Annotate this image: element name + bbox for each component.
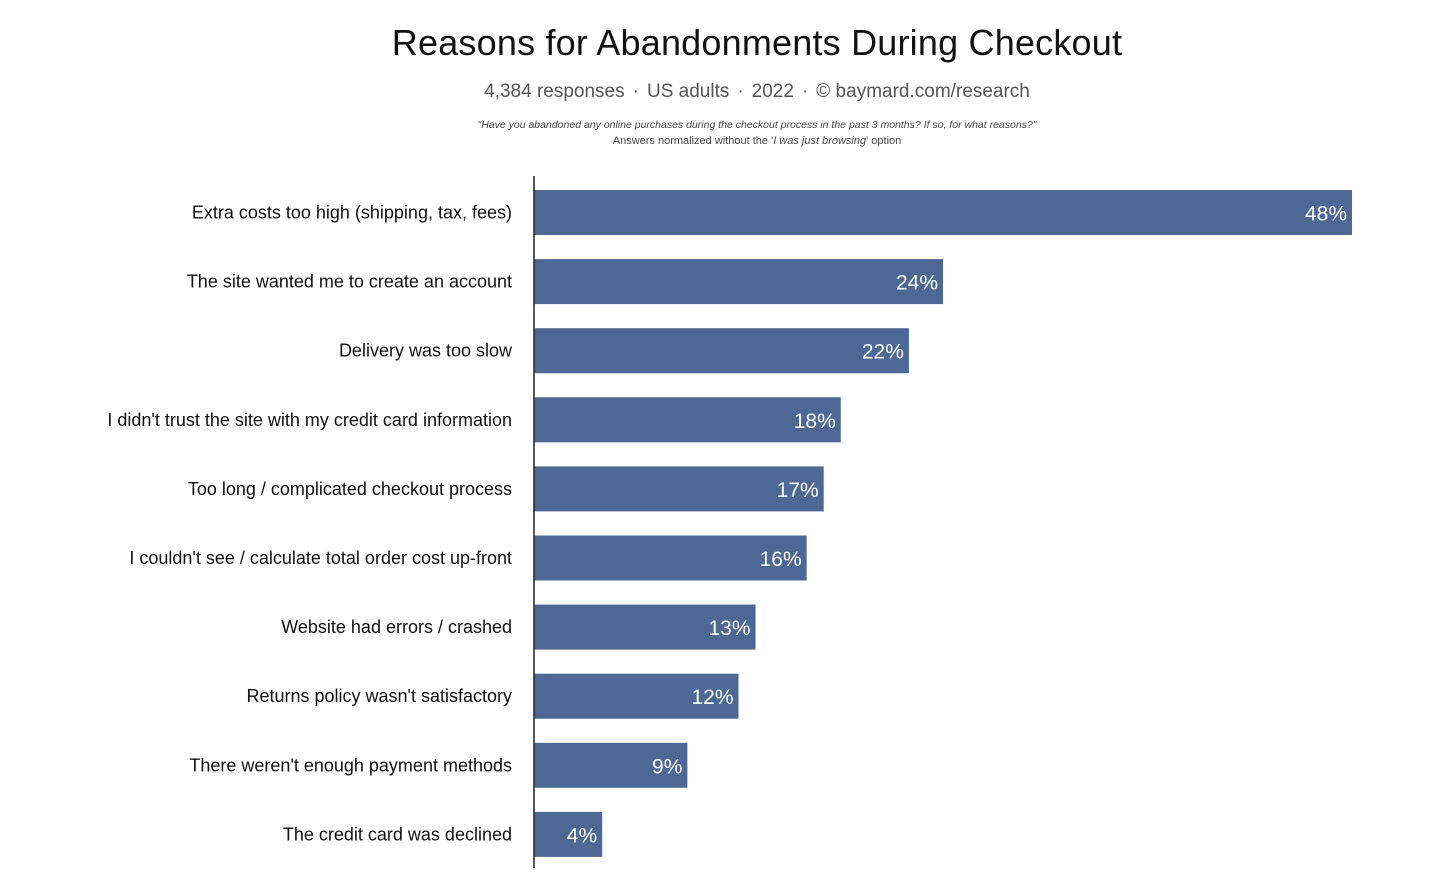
bar <box>534 190 1352 235</box>
note-emphasis: I was just browsing <box>773 135 867 147</box>
category-label: Delivery was too slow <box>339 341 513 361</box>
note-prefix: Answers normalized without the ' <box>612 135 774 147</box>
category-label: There weren't enough payment methods <box>189 755 512 775</box>
bar <box>534 673 739 719</box>
bar <box>534 535 807 581</box>
bar <box>534 604 756 650</box>
value-label: 9% <box>652 755 682 778</box>
value-label: 18% <box>794 410 836 433</box>
bar <box>534 742 688 788</box>
source-credit: © baymard.com/research <box>816 81 1030 102</box>
bar <box>534 328 909 374</box>
value-label: 24% <box>896 272 938 295</box>
value-label: 17% <box>777 479 819 502</box>
category-label: The site wanted me to create an account <box>187 272 512 292</box>
bar <box>534 259 943 305</box>
population: US adults <box>646 81 730 102</box>
response-count: 4,384 responses <box>484 81 625 102</box>
value-label: 4% <box>567 824 597 847</box>
category-label: Too long / complicated checkout process <box>188 479 512 499</box>
value-label: 12% <box>691 686 733 709</box>
category-label: I couldn't see / calculate total order c… <box>129 548 512 568</box>
value-label: 16% <box>760 548 802 571</box>
chart-title: Reasons for Abandonments During Checkout <box>391 22 1123 63</box>
subtitle-separator: · <box>737 81 744 102</box>
survey-question: "Have you abandoned any online purchases… <box>477 119 1037 131</box>
bar <box>534 397 841 443</box>
category-label: Returns policy wasn't satisfactory <box>246 686 512 706</box>
category-label: Website had errors / crashed <box>281 617 512 637</box>
category-label: The credit card was declined <box>283 824 512 844</box>
category-label: I didn't trust the site with my credit c… <box>107 410 512 430</box>
value-label: 48% <box>1305 203 1347 226</box>
note-suffix: ' option <box>866 135 902 147</box>
subtitle-separator: · <box>632 81 639 102</box>
value-label: 22% <box>862 341 904 364</box>
category-label: Extra costs too high (shipping, tax, fee… <box>192 203 512 223</box>
survey-year: 2022 <box>751 81 794 102</box>
value-label: 13% <box>709 617 751 640</box>
subtitle-separator: · <box>801 81 809 102</box>
bar <box>534 811 603 857</box>
bar <box>534 466 824 512</box>
normalization-note: Answers normalized without the 'I was ju… <box>0 135 1444 147</box>
chart-subtitle: 4,384 responses · US adults · 2022 · © baymard… <box>0 81 1444 103</box>
